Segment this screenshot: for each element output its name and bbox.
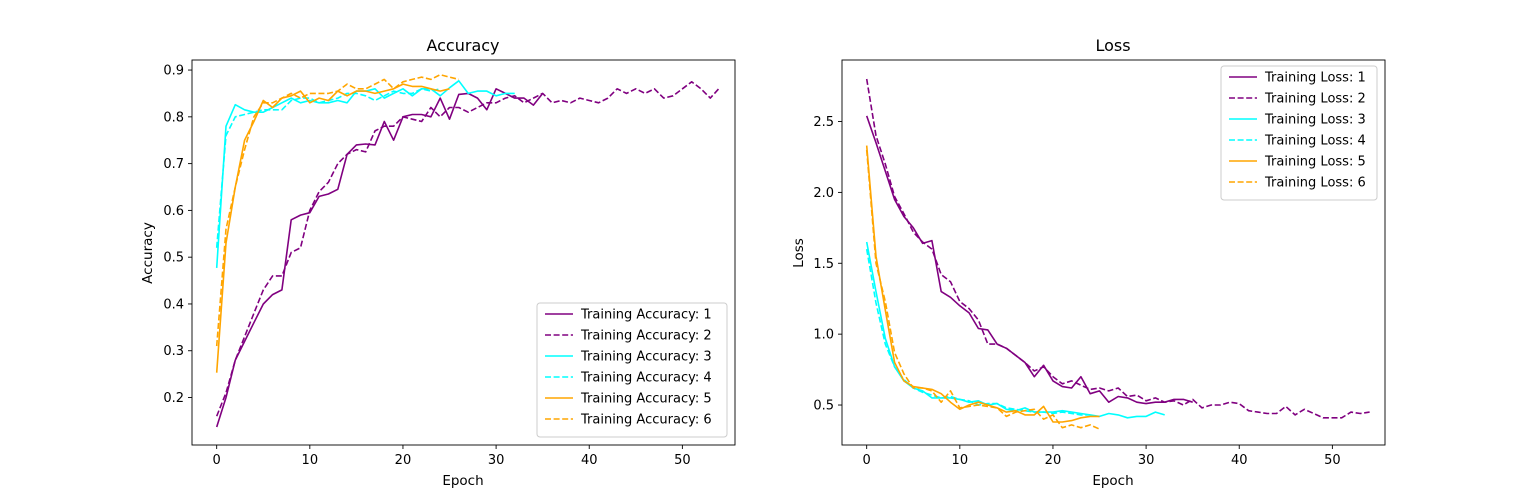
accuracy-y-tick-label: 0.5: [163, 251, 184, 266]
loss-series-line-5: [865, 145, 1100, 423]
accuracy-y-tick-label: 0.7: [163, 157, 184, 172]
loss-x-tick-label: 20: [1045, 453, 1062, 468]
loss-legend-label-4: Training Loss: 4: [1264, 134, 1366, 149]
accuracy-series-line-5: [215, 83, 450, 373]
accuracy-y-tick-label: 0.6: [163, 204, 184, 219]
accuracy-y-axis-label: Accuracy: [140, 222, 156, 284]
loss-legend-label-3: Training Loss: 3: [1264, 113, 1366, 128]
accuracy-y-tick-label: 0.9: [163, 64, 184, 79]
accuracy-legend-label-3: Training Accuracy: 3: [580, 350, 712, 365]
accuracy-series-group: [215, 73, 721, 428]
loss-x-tick-label: 30: [1138, 453, 1155, 468]
accuracy-chart: Accuracy 0 10 20 30 40 50 0.2 0.3 0.4 0.5 0.6 0.7 0.…: [140, 36, 736, 489]
accuracy-legend-label-4: Training Accuracy: 4: [580, 371, 712, 386]
loss-series-line-6: [865, 149, 1100, 430]
loss-legend: Training Loss: 1 Training Loss: 2 Training…: [1220, 65, 1378, 201]
accuracy-legend-box: [536, 302, 728, 438]
loss-legend-label-6: Training Loss: 6: [1264, 176, 1366, 191]
accuracy-x-tick-label: 20: [395, 453, 412, 468]
loss-legend-label-5: Training Loss: 5: [1264, 155, 1366, 170]
accuracy-legend-label-6: Training Accuracy: 6: [580, 413, 712, 428]
loss-chart: Loss 0 10 20 30 40 50 0.5 1.0 1.5 2.0 2.5 Training …: [791, 36, 1386, 489]
loss-chart-title: Loss: [1095, 36, 1130, 55]
accuracy-x-tick-label: 50: [674, 453, 691, 468]
loss-y-tick-label: 1.5: [813, 257, 834, 272]
accuracy-y-tick-label: 0.2: [163, 391, 184, 406]
loss-series-line-2: [865, 78, 1370, 419]
loss-y-tick-label: 2.0: [813, 186, 834, 201]
accuracy-series-line-6: [215, 73, 459, 347]
accuracy-x-tick-label: 40: [581, 453, 598, 468]
accuracy-chart-title: Accuracy: [426, 36, 499, 55]
accuracy-y-tick-label: 0.8: [163, 110, 184, 125]
loss-y-axis-label: Loss: [791, 238, 807, 268]
accuracy-legend-label-5: Training Accuracy: 5: [580, 392, 712, 407]
accuracy-legend: Training Accuracy: 1 Training Accuracy: 2…: [536, 302, 728, 438]
accuracy-x-axis-label: Epoch: [442, 473, 483, 489]
accuracy-legend-label-2: Training Accuracy: 2: [580, 329, 712, 344]
loss-x-tick-label: 0: [863, 453, 871, 468]
loss-y-tick-label: 2.5: [813, 115, 834, 130]
loss-x-axis-label: Epoch: [1092, 473, 1133, 489]
loss-y-tick-label: 0.5: [813, 399, 834, 414]
loss-series-group: [865, 78, 1370, 430]
accuracy-series-line-2: [215, 81, 721, 417]
accuracy-axes-frame: [191, 59, 736, 446]
loss-x-tick-label: 40: [1231, 453, 1248, 468]
loss-x-tick-label: 10: [952, 453, 969, 468]
accuracy-x-tick-label: 30: [488, 453, 505, 468]
loss-x-tick-label: 50: [1324, 453, 1341, 468]
loss-legend-box: [1220, 65, 1378, 201]
accuracy-x-tick-label: 10: [302, 453, 319, 468]
loss-y-tick-label: 1.0: [813, 328, 834, 343]
accuracy-series-line-1: [215, 88, 544, 428]
accuracy-x-tick-label: 0: [213, 453, 221, 468]
loss-legend-label-1: Training Loss: 1: [1264, 71, 1366, 86]
accuracy-y-tick-label: 0.3: [163, 344, 184, 359]
loss-axes-frame: [841, 59, 1386, 446]
loss-legend-label-2: Training Loss: 2: [1264, 92, 1366, 107]
accuracy-legend-label-1: Training Accuracy: 1: [580, 308, 712, 323]
accuracy-y-tick-label: 0.4: [163, 297, 184, 312]
